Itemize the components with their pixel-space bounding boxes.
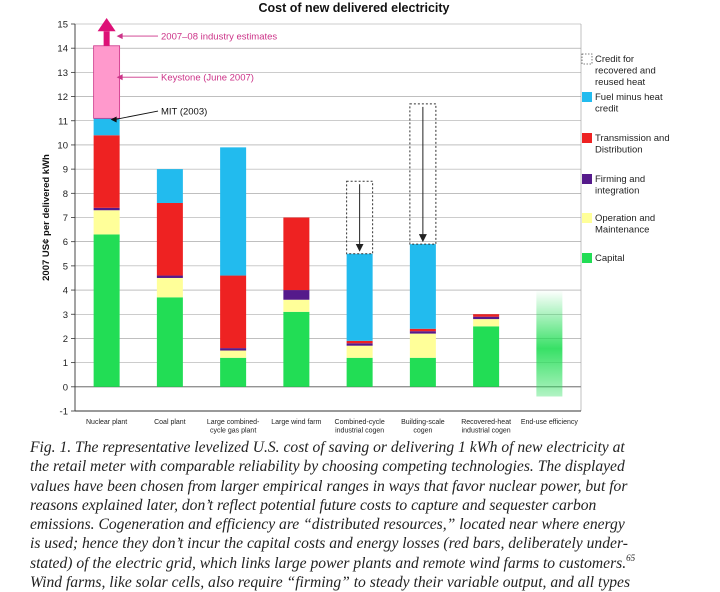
y-tick-label: 15 bbox=[57, 20, 68, 31]
bar-segment-firming-and-integration bbox=[220, 348, 247, 351]
legend-label: Operation and Maintenance bbox=[595, 213, 655, 236]
bar-segment-capital bbox=[93, 234, 120, 387]
bar-segment-fuel-minus-heat-credit bbox=[220, 147, 247, 276]
cost-chart: Cost of new delivered electricity-101234… bbox=[41, 1, 670, 435]
bar-segment-capital bbox=[473, 326, 500, 387]
bar-segment-operation-and-maintenance bbox=[346, 345, 373, 358]
bar-segment-operation-and-maintenance bbox=[156, 277, 183, 298]
bar-segment-operation-and-maintenance bbox=[93, 210, 120, 235]
y-axis-label: 2007 US¢ per delivered kWh bbox=[41, 154, 52, 281]
caption-line: Fig. 1. The representative levelized U.S… bbox=[30, 439, 625, 456]
legend-label: Firming and integration bbox=[595, 174, 645, 197]
y-tick-label: 6 bbox=[63, 237, 68, 248]
bar-segment-fuel-minus-heat-credit bbox=[409, 244, 436, 329]
bar-segment-capital bbox=[409, 357, 436, 387]
bar-segment-capital bbox=[346, 357, 373, 387]
x-tick-label: Large combined-cycle gas plant bbox=[207, 419, 260, 435]
bar-segment-operation-and-maintenance bbox=[473, 319, 500, 327]
bar-segment-firming-and-integration bbox=[346, 343, 373, 346]
caption-line: the retail meter with comparable reliabi… bbox=[30, 458, 625, 476]
caption-line: is used; hence they don’t incur the capi… bbox=[30, 535, 628, 553]
x-tick-label: Nuclear plant bbox=[86, 419, 127, 426]
y-tick-label: 1 bbox=[63, 358, 68, 369]
nuclear-estimate-range bbox=[93, 45, 121, 119]
y-tick-label: 13 bbox=[57, 68, 68, 79]
x-tick-label: Coal plant bbox=[154, 419, 186, 426]
bar-segment-transmission-and-distribution bbox=[283, 217, 310, 291]
x-tick-label: Building-scale cogen bbox=[401, 419, 445, 435]
bar-segment-operation-and-maintenance bbox=[283, 299, 310, 312]
annotation-label: Keystone (June 2007) bbox=[161, 73, 254, 84]
bar-segment-transmission-and-distribution bbox=[220, 275, 247, 349]
annotation-pointer bbox=[114, 110, 159, 120]
caption-line: Wind farms, like solar cells, also requi… bbox=[30, 574, 631, 592]
y-tick-label: 8 bbox=[63, 189, 68, 200]
annotation-arrowhead bbox=[116, 33, 123, 40]
annotation-arrowhead bbox=[110, 116, 117, 123]
caption-line: values have been chosen from larger empi… bbox=[30, 477, 628, 495]
estimate-arrow-head bbox=[97, 18, 116, 32]
bar-segment-transmission-and-distribution bbox=[156, 202, 183, 276]
legend-swatch bbox=[582, 253, 592, 263]
bar-segment-fuel-minus-heat-credit bbox=[156, 169, 183, 203]
legend-swatch-credit bbox=[581, 53, 593, 65]
y-tick-label: 7 bbox=[63, 213, 68, 224]
annotation-label: MIT (2003) bbox=[161, 107, 207, 118]
y-tick-label: 3 bbox=[63, 310, 68, 321]
bar-segment-transmission-and-distribution bbox=[93, 135, 120, 208]
legend-label: Credit for recovered and reused heat bbox=[595, 54, 656, 88]
y-tick-label: 2 bbox=[63, 334, 68, 345]
footnote-marker: 65 bbox=[626, 552, 636, 563]
heat-credit-box bbox=[409, 103, 437, 245]
bar-segment-operation-and-maintenance bbox=[220, 350, 247, 358]
caption-line-text: stated) of the electric grid, which link… bbox=[30, 554, 627, 572]
x-tick-label: Combined-cycle industrial cogen bbox=[335, 419, 385, 435]
bar-segment-operation-and-maintenance bbox=[409, 333, 436, 358]
bar-segment-fuel-minus-heat-credit bbox=[346, 253, 373, 341]
bar-segment-transmission-and-distribution bbox=[473, 314, 500, 317]
y-tick-label: 5 bbox=[63, 261, 68, 272]
annotation-arrowhead bbox=[116, 74, 123, 81]
caption-line: reasons explained later, don’t reflect p… bbox=[30, 496, 597, 514]
y-tick-label: -1 bbox=[60, 407, 68, 418]
y-tick-label: 0 bbox=[63, 382, 68, 393]
bar-segment-firming-and-integration bbox=[473, 316, 500, 320]
legend-label: Capital bbox=[595, 253, 625, 264]
y-tick-label: 10 bbox=[57, 140, 68, 151]
y-tick-label: 9 bbox=[63, 165, 68, 176]
annotation-label: 2007–08 industry estimates bbox=[161, 32, 277, 43]
bar-segment-firming-and-integration bbox=[93, 207, 120, 211]
y-tick-label: 14 bbox=[57, 44, 68, 55]
chart-title: Cost of new delivered electricity bbox=[258, 1, 449, 15]
x-tick-label: Large wind farm bbox=[271, 419, 321, 426]
bar-segment-firming-and-integration bbox=[283, 290, 310, 300]
x-tick-label: End-use efficiency bbox=[521, 419, 579, 426]
bar-segment-transmission-and-distribution bbox=[409, 328, 436, 332]
caption-line: emissions. Cogeneration and efficiency a… bbox=[30, 516, 625, 534]
legend-swatch bbox=[582, 92, 592, 102]
figure-caption: Fig. 1. The representative levelized U.S… bbox=[30, 438, 702, 592]
bar-segment-capital bbox=[220, 357, 247, 387]
bar-segment-transmission-and-distribution bbox=[346, 340, 373, 344]
bar-segment-capital bbox=[156, 297, 183, 387]
caption-line: stated) of the electric grid, which link… bbox=[30, 552, 702, 573]
y-tick-label: 11 bbox=[58, 116, 68, 127]
legend-swatch bbox=[582, 213, 592, 223]
bar-segment-firming-and-integration bbox=[156, 275, 183, 278]
bar-segment-firming-and-integration bbox=[409, 331, 436, 334]
estimate-arrow-shaft bbox=[103, 31, 110, 46]
heat-credit-box bbox=[346, 180, 374, 255]
efficiency-range-bar bbox=[536, 290, 563, 397]
legend-swatch bbox=[582, 174, 592, 184]
x-tick-label: Recovered-heat industrial cogen bbox=[461, 419, 511, 435]
bar-segment-capital bbox=[283, 311, 310, 387]
legend-swatch bbox=[582, 133, 592, 143]
legend-label: Fuel minus heat credit bbox=[595, 92, 663, 115]
legend-label: Transmission and Distribution bbox=[595, 133, 670, 156]
y-tick-label: 4 bbox=[63, 286, 68, 297]
y-tick-label: 12 bbox=[57, 92, 68, 103]
